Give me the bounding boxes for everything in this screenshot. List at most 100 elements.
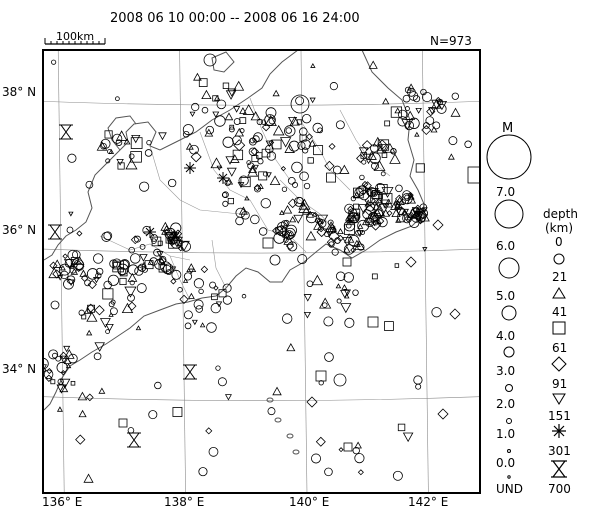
mag-symbol-und <box>507 475 511 479</box>
island-outline <box>286 433 294 439</box>
quake-triangle <box>238 206 248 215</box>
quake-diamond <box>432 219 444 231</box>
depth-label-41: 41 <box>552 305 567 319</box>
quake-triangle <box>250 111 261 121</box>
quake-triangle <box>63 349 75 359</box>
quake-inverted-triangle <box>303 294 312 302</box>
quake-circle <box>136 283 147 294</box>
quake-circle <box>280 220 289 228</box>
quake-circle <box>110 299 116 305</box>
quake-diamond <box>386 210 393 217</box>
quake-circle <box>329 82 338 91</box>
mag-label-3: 3.0 <box>496 364 515 378</box>
depth-legend-title: depth <box>543 207 578 221</box>
quake-circle <box>303 182 311 190</box>
quake-circle <box>266 151 277 161</box>
quake-square <box>172 407 183 417</box>
quake-circle <box>93 352 102 361</box>
quake-inverted-triangle <box>358 147 369 157</box>
quake-inverted-triangle <box>63 345 71 353</box>
quake-circle <box>336 298 342 304</box>
quake-circle <box>306 280 314 288</box>
quake-circle <box>397 207 405 215</box>
quake-triangle <box>56 406 63 412</box>
quake-circle <box>69 266 77 274</box>
quake-triangle <box>389 153 401 164</box>
quake-triangle <box>78 409 87 418</box>
quake-inverted-triangle <box>212 111 220 118</box>
quake-triangle <box>413 206 423 216</box>
quake-triangle <box>135 325 142 331</box>
quake-inverted-triangle <box>189 111 196 118</box>
prefecture-border <box>249 199 307 253</box>
quake-circle <box>210 303 221 314</box>
quake-circle <box>146 139 152 146</box>
quake-circle <box>373 220 379 226</box>
prefecture-border <box>199 131 251 201</box>
graticule <box>43 50 480 493</box>
quake-diamond <box>395 194 404 204</box>
quake-circle <box>86 268 99 280</box>
quake-circle <box>371 198 379 206</box>
quake-diamond <box>363 181 372 190</box>
quake-triangle <box>127 272 138 282</box>
quake-square <box>239 117 247 124</box>
quake-inverted-triangle <box>215 301 223 308</box>
quake-circle <box>390 148 397 155</box>
quake-circle <box>296 197 304 205</box>
island-outline <box>211 51 235 73</box>
quake-circle <box>332 165 342 175</box>
quake-circle <box>198 467 208 477</box>
quake-inverted-triangle <box>415 107 422 114</box>
mag-label-und: UND <box>496 482 523 496</box>
depth-hourglass-icon <box>551 460 567 478</box>
quake-inverted-triangle <box>358 204 370 215</box>
quake-circle <box>58 263 71 276</box>
quake-diamond <box>417 218 424 225</box>
quake-circle <box>273 232 286 244</box>
depth-label-91: 91 <box>552 377 567 391</box>
prefecture-border <box>149 145 241 215</box>
quake-diamond <box>421 125 432 136</box>
quake-triangle <box>86 329 93 336</box>
quake-circle <box>107 274 120 286</box>
quake-circle <box>100 142 107 150</box>
quake-square <box>104 130 113 139</box>
quake-diamond <box>85 393 94 402</box>
quake-circle <box>312 122 323 134</box>
quake-circle <box>317 127 323 134</box>
depth-label-0: 0 <box>555 235 563 249</box>
quake-circle <box>333 373 347 387</box>
quake-circle <box>361 159 367 165</box>
quake-triangle <box>193 72 202 81</box>
quake-square <box>218 289 227 298</box>
quake-inverted-triangle <box>67 279 75 287</box>
quake-square <box>240 177 251 188</box>
quake-inverted-triangle <box>131 134 141 144</box>
quake-circle <box>171 269 182 280</box>
quake-circle <box>130 253 141 264</box>
quake-triangle <box>407 83 416 91</box>
quake-square <box>256 152 263 159</box>
quake-circle <box>370 144 379 153</box>
graticule-lon <box>179 50 186 493</box>
quake-circle <box>221 192 228 198</box>
quake-inverted-triangle <box>170 266 177 272</box>
island-outline <box>292 449 300 455</box>
quake-circle <box>241 210 250 220</box>
quake-square <box>307 157 314 164</box>
depth-asterisk-icon <box>552 424 566 438</box>
earthquake-events <box>43 53 480 483</box>
quake-diamond <box>350 247 356 253</box>
event-count: N=973 <box>430 34 472 48</box>
quake-circle <box>93 253 104 264</box>
quake-triangle <box>225 177 234 185</box>
quake-circle <box>327 219 334 226</box>
quake-circle <box>287 241 298 252</box>
quake-triangle <box>125 158 138 170</box>
quake-inverted-triangle <box>226 167 237 177</box>
quake-diamond <box>205 427 213 435</box>
quake-diamond <box>280 165 287 172</box>
depth-diamond-icon <box>551 356 567 372</box>
quake-square <box>70 380 76 386</box>
